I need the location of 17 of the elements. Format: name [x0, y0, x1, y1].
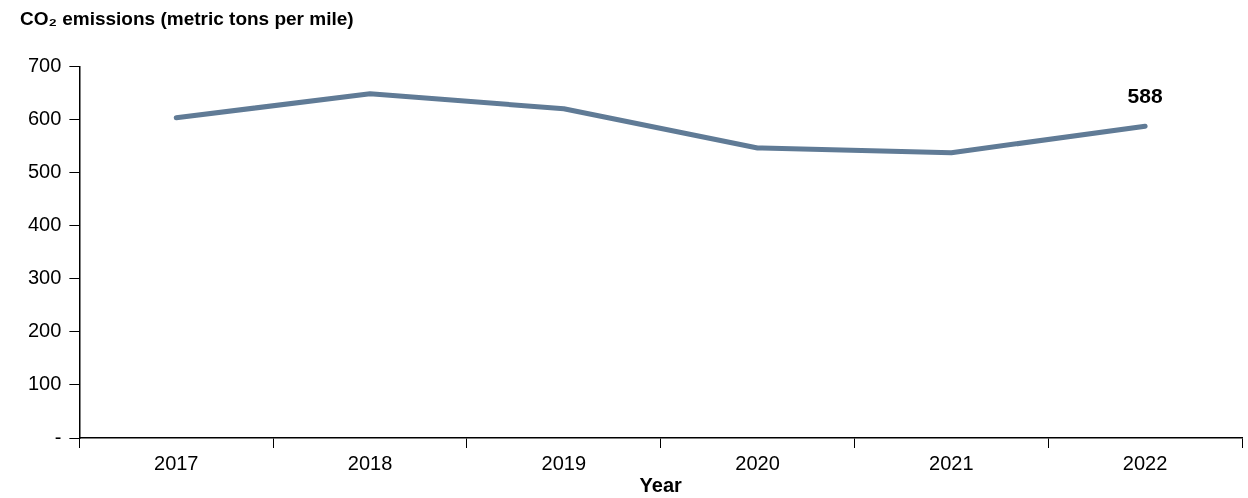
x-tick-label: 2018 [347, 451, 393, 474]
x-tick-label: 2017 [154, 451, 199, 474]
x-tick-label: 2019 [541, 451, 587, 474]
x-axis-title: Year [639, 473, 683, 496]
y-tick-label: 600 [27, 107, 62, 130]
y-tick-label: 100 [27, 372, 62, 395]
x-tick-label: 2022 [1122, 451, 1168, 474]
y-tick-label: 300 [27, 266, 62, 289]
y-tick-label: - [54, 425, 62, 448]
data-label: 588 [1127, 84, 1163, 108]
y-tick-label: 400 [27, 213, 62, 236]
y-tick-label: 700 [27, 54, 62, 77]
x-tick-label: 2021 [929, 451, 974, 474]
y-tick-label: 200 [27, 319, 62, 342]
chart-title: CO₂ emissions (metric tons per mile) [20, 7, 354, 29]
x-tick-label: 2020 [735, 451, 780, 474]
y-tick-label: 500 [27, 160, 62, 183]
